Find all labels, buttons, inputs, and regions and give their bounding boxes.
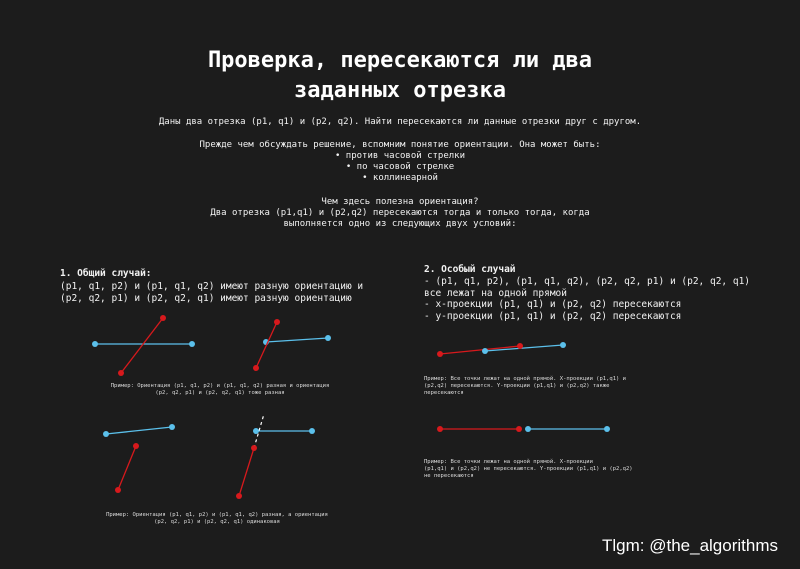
caption-line: Пример: Все точки лежат на одной прямой.…	[424, 376, 626, 382]
caption-line: (p2, q2, p1) и (p2, q2, q1) тоже разная	[155, 390, 285, 396]
question-line: выполняется одно из следующих двух услов…	[283, 219, 517, 229]
condition-line: - y-проекции (p1, q1) и (p2, q2) пересек…	[424, 310, 682, 322]
condition-line: (p2, q2, p1) и (p2, q2, q1) имеют разную…	[60, 293, 352, 304]
blue-point	[189, 341, 195, 347]
blue-point	[482, 348, 488, 354]
red-point	[437, 426, 443, 432]
red-point	[274, 319, 280, 325]
caption-line: (p1,q1) и (p2,q2) не пересекаются. Y-про…	[424, 466, 633, 472]
blue-point	[309, 428, 315, 434]
red-point	[516, 426, 522, 432]
figure-special-overlap	[437, 342, 566, 357]
question-line: Два отрезка (p1,q1) и (p2,q2) пересекают…	[210, 208, 590, 218]
caption-line: Пример: Ориентация (p1, q1, p2) и (p1, q…	[106, 512, 328, 518]
caption-line: (p2,q2) пересекаются. Y-проекции (p1,q1)…	[424, 383, 610, 389]
blue-point	[604, 426, 610, 432]
caption-line: Пример: Все точки лежат на одной прямой.…	[424, 459, 593, 465]
red-point	[253, 365, 259, 371]
figure-general-nointersect-2	[236, 413, 315, 499]
caption-line: (p2, q2, p1) и (p2, q2, q1) одинаковая	[154, 519, 280, 525]
general-case-heading: 1. Общий случай:	[60, 268, 152, 279]
title-line-2: заданных отрезка	[294, 78, 506, 103]
blue-point	[560, 342, 566, 348]
red-segment	[238, 447, 255, 497]
orientation-block: Прежде чем обсуждать решение, вспомним п…	[0, 140, 800, 184]
orientation-item: • против часовой стрелки	[334, 151, 466, 161]
condition-line: - (p1, q1, p2), (p1, q1, q2), (p2, q2, p…	[424, 276, 751, 287]
blue-point	[103, 431, 109, 437]
page-title: Проверка, пересекаются ли два заданных о…	[0, 46, 800, 106]
condition-line: все лежат на одной прямой	[424, 287, 567, 299]
red-segment	[120, 317, 164, 374]
condition-line: (p1, q1, p2) и (p1, q1, q2) имеют разную…	[60, 281, 364, 292]
red-point	[118, 370, 124, 376]
intro-text: Даны два отрезка (p1, q1) и (p2, q2). На…	[158, 117, 642, 127]
red-point	[160, 315, 166, 321]
figure-caption: Пример: Все точки лежат на одной прямой.…	[424, 376, 644, 397]
figure-caption: Пример: Все точки лежат на одной прямой.…	[424, 459, 654, 480]
question-block: Чем здесь полезна ориентация? Два отрезк…	[0, 197, 800, 230]
blue-segment	[484, 344, 564, 352]
title-line-1: Проверка, пересекаются ли два	[207, 48, 593, 73]
blue-point	[253, 428, 259, 434]
figure-special-no-overlap	[437, 426, 610, 432]
red-point	[133, 443, 139, 449]
caption-line: Пример: Ориентация (p1, q1, p2) и (p1, q…	[110, 383, 330, 389]
figure-caption: Пример: Ориентация (p1, q1, p2) и (p1, q…	[100, 383, 340, 397]
blue-point	[169, 424, 175, 430]
red-point	[236, 493, 242, 499]
condition-line: - x-проекции (p1, q1) и (p2, q2) пересек…	[424, 299, 682, 310]
general-case-conditions: (p1, q1, p2) и (p1, q1, q2) имеют разную…	[60, 281, 363, 305]
figure-caption: Пример: Ориентация (p1, q1, p2) и (p1, q…	[97, 512, 337, 526]
blue-segment	[265, 337, 329, 343]
figure-general-intersect-1	[92, 315, 195, 376]
red-point	[115, 487, 121, 493]
special-case-conditions: - (p1, q1, p2), (p1, q1, q2), (p2, q2, p…	[424, 276, 750, 322]
special-case-heading: 2. Особый случай	[424, 264, 516, 275]
figure-general-nointersect-1	[103, 424, 175, 493]
caption-line: пересекаются	[424, 390, 464, 396]
red-point	[517, 343, 523, 349]
red-point	[251, 445, 257, 451]
red-segment	[117, 445, 137, 491]
red-point	[437, 351, 443, 357]
question-line: Чем здесь полезна ориентация?	[321, 197, 479, 207]
orientation-intro: Прежде чем обсуждать решение, вспомним п…	[199, 140, 601, 150]
blue-segment	[105, 426, 173, 435]
signature: Tlgm: @the_algorithms	[602, 536, 778, 555]
red-segment	[439, 345, 521, 355]
figure-general-intersect-2	[253, 319, 331, 371]
caption-line: не пересекаются	[424, 473, 474, 479]
red-segment	[255, 321, 278, 369]
orientation-item: • по часовой стрелке	[345, 162, 455, 172]
blue-point	[325, 335, 331, 341]
blue-point	[525, 426, 531, 432]
blue-point	[92, 341, 98, 347]
orientation-item: • коллинеарной	[362, 173, 438, 183]
